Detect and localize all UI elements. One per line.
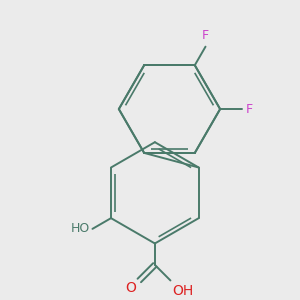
Text: O: O [125, 281, 136, 296]
Text: F: F [202, 29, 209, 42]
Text: F: F [245, 103, 253, 116]
Text: OH: OH [172, 284, 194, 298]
Text: HO: HO [70, 222, 89, 236]
